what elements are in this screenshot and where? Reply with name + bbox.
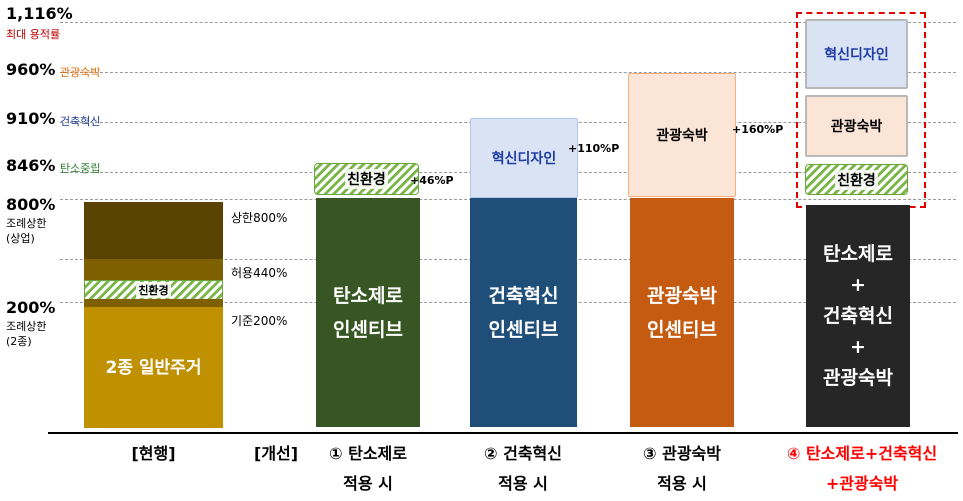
- current-base-label: 기준200%: [231, 314, 288, 328]
- col4-bar-line1: 탄소제로: [823, 242, 893, 265]
- level-line-960: [60, 72, 956, 73]
- level-960-pct: 960%: [6, 60, 56, 79]
- col3-bar-line2: 인센티브: [647, 318, 717, 341]
- col3-bar-line1: 관광숙박: [647, 284, 717, 307]
- current-base-segment: 2종 일반주거: [84, 307, 223, 428]
- level-846-sub: 탄소중립: [60, 162, 101, 175]
- col4-design-label: 혁신디자인: [824, 47, 889, 63]
- baseline: [48, 432, 958, 434]
- x-label-col2-line1: ② 건축혁신: [484, 444, 562, 463]
- col4-tourism-label: 관광숙박: [830, 119, 883, 135]
- current-allowed-label: 허용440%: [231, 266, 288, 280]
- col4-eco-box: 친환경: [805, 164, 908, 195]
- col2-design-label: 혁신디자인: [491, 151, 557, 167]
- col4-eco-label: 친환경: [835, 169, 878, 190]
- x-label-col3-line1: ③ 관광숙박: [643, 444, 721, 463]
- col3-tourism-box: 관광숙박: [628, 73, 736, 197]
- current-eco-label: 친환경: [136, 282, 171, 298]
- col2-design-box: 혁신디자인: [470, 118, 578, 198]
- level-1116-pct: 1,116%: [6, 4, 73, 23]
- col4-bar-line2: +: [850, 273, 866, 296]
- col3-tourism-label: 관광숙박: [656, 128, 708, 144]
- current-upper-label: 상한800%: [231, 211, 288, 225]
- col1-bar-line2: 인센티브: [333, 318, 403, 341]
- level-1116-sub: 최대 용적률: [6, 28, 61, 41]
- level-200-desc-1: 조례상한: [6, 320, 47, 333]
- x-label-improve-prefix: [개선]: [254, 444, 299, 463]
- col2-increment: +110%P: [568, 142, 620, 155]
- level-910-pct: 910%: [6, 109, 56, 128]
- level-line-1116: [60, 22, 956, 23]
- col4-bar-line4: +: [850, 335, 866, 358]
- level-910-sub: 건축혁신: [60, 115, 101, 128]
- x-label-current: [현행]: [131, 444, 176, 463]
- col4-bar-line3: 건축혁신: [823, 304, 893, 327]
- level-800-pct: 800%: [6, 195, 56, 214]
- level-800-desc-2: (상업): [6, 232, 35, 245]
- col3-bar: 관광숙박 인센티브: [630, 198, 734, 427]
- current-mid-segment: [84, 299, 223, 307]
- level-960-sub: 관광숙박: [60, 66, 101, 79]
- col4-design-box: 혁신디자인: [805, 19, 908, 89]
- current-eco-segment: 친환경: [84, 280, 223, 300]
- col1-increment: +46%P: [410, 174, 454, 187]
- x-label-col3-line2: 적용 시: [657, 474, 707, 493]
- col1-bar: 탄소제로 인센티브: [316, 198, 420, 427]
- col1-eco-label: 친환경: [345, 169, 388, 189]
- col2-bar: 건축혁신 인센티브: [470, 198, 577, 427]
- col4-tourism-box: 관광숙박: [805, 95, 908, 157]
- col1-eco-box: 친환경: [314, 163, 419, 195]
- col3-increment: +160%P: [732, 123, 784, 136]
- col1-bar-line1: 탄소제로: [333, 284, 403, 307]
- x-label-col2-line2: 적용 시: [498, 474, 548, 493]
- x-label-col4-line2: +관광숙박: [825, 474, 899, 493]
- col4-bar: 탄소제로 + 건축혁신 + 관광숙박: [806, 205, 910, 427]
- col2-bar-line2: 인센티브: [488, 318, 559, 341]
- current-base-text: 2종 일반주거: [105, 357, 202, 378]
- col4-bar-line5: 관광숙박: [823, 366, 893, 389]
- level-846-pct: 846%: [6, 156, 56, 175]
- level-200-pct: 200%: [6, 298, 56, 317]
- level-200-desc-2: (2종): [6, 335, 32, 348]
- level-800-desc-1: 조례상한: [6, 217, 47, 230]
- current-upper-segment: [84, 202, 223, 259]
- x-label-col4-line1: ④ 탄소제로+건축혁신: [786, 444, 938, 463]
- x-label-col1-line2: 적용 시: [343, 474, 393, 493]
- current-allowed-segment: [84, 259, 223, 280]
- x-label-col1-line1: ① 탄소제로: [329, 444, 407, 463]
- col2-bar-line1: 건축혁신: [488, 284, 559, 307]
